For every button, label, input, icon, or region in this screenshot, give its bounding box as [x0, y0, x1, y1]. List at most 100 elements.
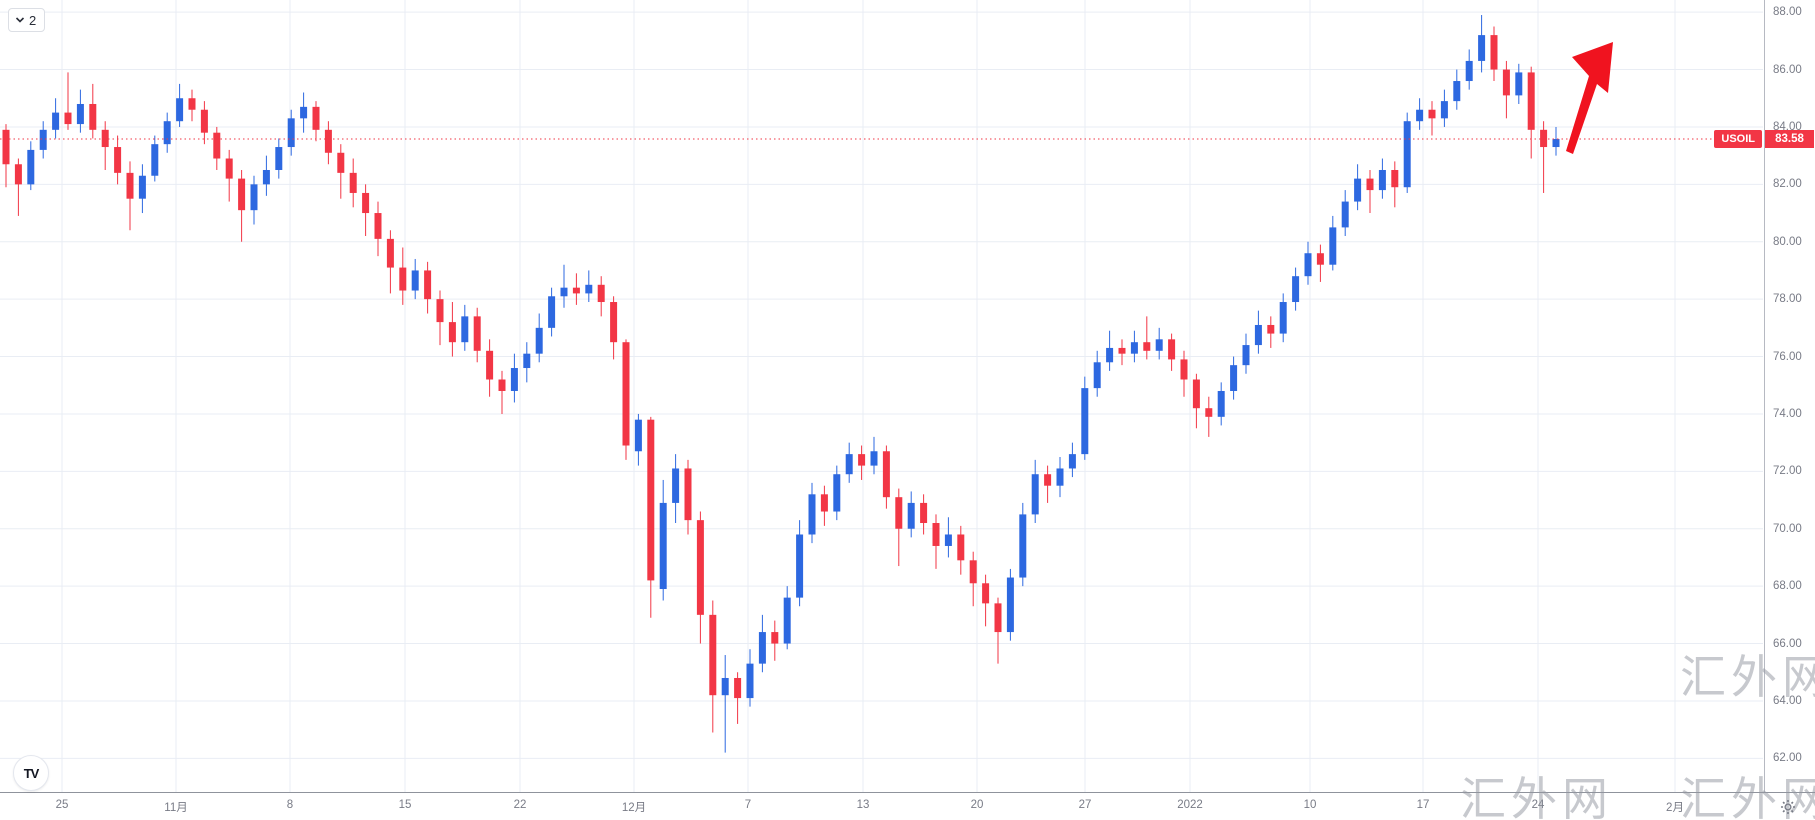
time-tick-label: 2022 — [1177, 799, 1203, 811]
candle-body — [1366, 178, 1374, 191]
candle-body — [1068, 454, 1076, 469]
candle-body — [634, 419, 642, 452]
candle-body — [907, 502, 915, 529]
candle-body — [27, 149, 35, 185]
candle-body — [498, 379, 506, 391]
candle-body — [126, 172, 134, 199]
candle-body — [796, 534, 804, 598]
candle-body — [920, 502, 928, 524]
price-tick-label: 76.00 — [1773, 350, 1802, 363]
candle-body — [14, 164, 22, 185]
candle-body — [411, 270, 419, 291]
price-tick-label: 88.00 — [1773, 6, 1802, 19]
price-tick-label: 62.00 — [1773, 752, 1802, 765]
price-tick-label: 84.00 — [1773, 120, 1802, 133]
candle-body — [783, 597, 791, 644]
candle-body — [362, 192, 370, 214]
candle-body — [188, 98, 196, 110]
time-tick-label: 7 — [744, 799, 752, 811]
candle-body — [957, 534, 965, 561]
candle-body — [994, 603, 1002, 633]
candle-body — [535, 327, 543, 354]
candle-body — [560, 287, 568, 297]
price-tick-label: 68.00 — [1773, 580, 1802, 593]
candle-body — [39, 129, 47, 150]
candle-body — [424, 270, 432, 300]
candle-body — [548, 296, 556, 328]
candle-body — [734, 677, 742, 699]
gear-icon[interactable] — [1779, 798, 1797, 816]
candle-body — [808, 494, 816, 535]
candle-body — [101, 129, 109, 148]
candle-body — [721, 677, 729, 696]
candle-body — [858, 454, 866, 466]
candle-body — [473, 316, 481, 351]
candle-body — [1391, 169, 1399, 188]
candle-body — [1428, 109, 1436, 119]
candle-body — [870, 451, 878, 466]
candle-body — [324, 129, 332, 153]
candle-body — [225, 158, 233, 179]
price-tick-label: 74.00 — [1773, 407, 1802, 420]
candle-body — [647, 419, 655, 581]
candle-body — [448, 322, 456, 343]
price-tick-label: 86.00 — [1773, 63, 1802, 76]
time-tick-label: 24 — [1531, 799, 1545, 811]
candle-body — [300, 106, 308, 119]
candle-body — [76, 103, 84, 125]
candle-body — [610, 302, 618, 343]
price-scale[interactable]: 88.00 86.00 84.00 82.00 80.00 78.00 76.00 74.00… — [1764, 0, 1815, 792]
candle-body — [523, 353, 531, 369]
candle-body — [1006, 577, 1014, 633]
candle-body — [709, 614, 717, 696]
time-tick-label: 20 — [970, 799, 984, 811]
price-tick-label: 78.00 — [1773, 293, 1802, 306]
candle-body — [758, 632, 766, 664]
candle-body — [969, 560, 977, 584]
candle-body — [746, 663, 754, 699]
candle-body — [845, 454, 853, 475]
candle-body — [1180, 359, 1188, 380]
candle-body — [895, 497, 903, 529]
candle-body — [200, 109, 208, 133]
time-tick-label: 12月 — [621, 802, 647, 814]
candle-body — [1329, 227, 1337, 265]
candle-body — [138, 175, 146, 199]
candle-body — [696, 520, 704, 615]
price-line-symbol-badge: USOIL — [1714, 130, 1762, 148]
objects-count-label: 2 — [29, 12, 37, 28]
price-tick-label: 64.00 — [1773, 694, 1802, 707]
candle-body — [486, 350, 494, 380]
candle-body — [1056, 468, 1064, 486]
candle-body — [1155, 339, 1163, 351]
candle-body — [622, 342, 630, 446]
candle-body — [597, 284, 605, 303]
candle-body — [374, 213, 382, 239]
candle-body — [1478, 35, 1486, 61]
candle-body — [672, 468, 680, 503]
candle-body — [436, 299, 444, 323]
candle-body — [337, 152, 345, 173]
candle-body — [238, 178, 246, 211]
up-arrow-annotation — [1566, 42, 1613, 154]
candle-body — [250, 184, 258, 211]
candle-body — [213, 132, 221, 159]
candle-body — [882, 451, 890, 498]
candle-body — [1044, 474, 1052, 486]
candle-body — [944, 534, 952, 546]
candle-body — [1527, 72, 1535, 130]
objects-count-pill[interactable]: 2 — [8, 8, 46, 32]
candle-body — [1254, 324, 1262, 346]
candle-body — [684, 468, 692, 521]
candle-body — [1403, 121, 1411, 188]
price-tick-label: 80.00 — [1773, 235, 1802, 248]
candle-body — [1267, 324, 1275, 334]
candle-body — [114, 147, 122, 173]
time-scale[interactable]: 25 11月 8 15 22 12月 7 13 20 27 2022 10 17 24 2月 — [0, 792, 1815, 820]
candle-body — [1106, 347, 1114, 363]
candle-body — [1490, 35, 1498, 70]
time-tick-label: 10 — [1303, 799, 1317, 811]
candle-body — [1515, 72, 1523, 96]
tradingview-logo[interactable]: TV — [13, 755, 49, 791]
